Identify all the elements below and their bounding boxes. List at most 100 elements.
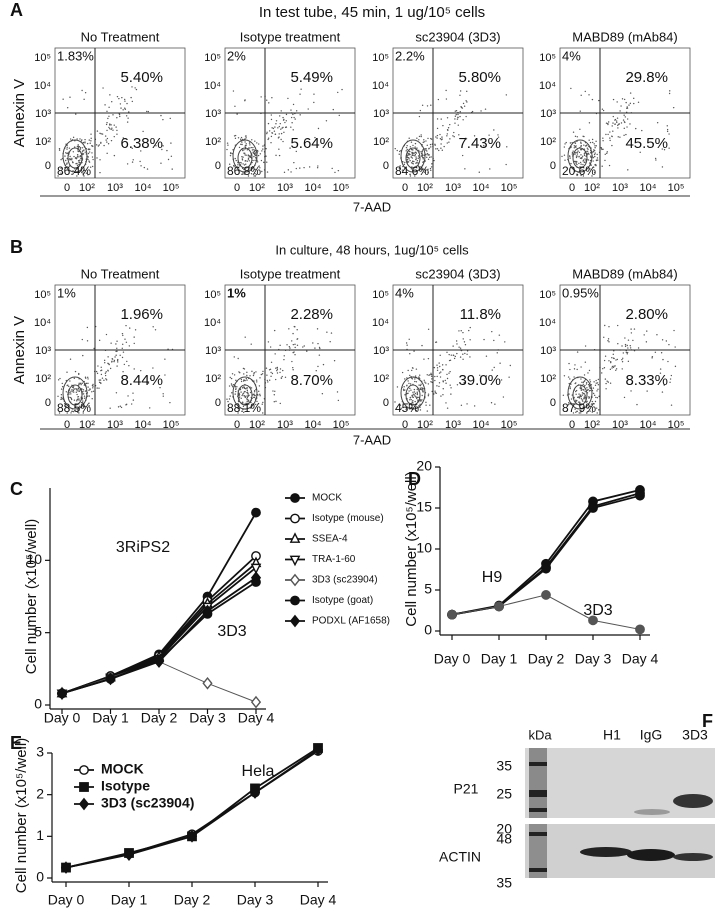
event-dot (431, 378, 433, 380)
event-dot (253, 394, 256, 397)
event-dot (421, 399, 423, 401)
event-dot (625, 351, 628, 354)
event-dot (317, 379, 320, 381)
quadrant-percent: 5.40% (120, 69, 163, 86)
event-dot (237, 164, 239, 166)
event-dot (405, 150, 407, 152)
event-dot (414, 154, 417, 156)
event-dot (458, 134, 460, 136)
event-dot (439, 137, 442, 140)
event-dot (285, 120, 287, 122)
marker (105, 672, 116, 686)
event-dot (497, 134, 499, 136)
event-dot (76, 155, 79, 158)
plot-title: sc23904 (3D3) (415, 266, 500, 281)
event-dot (450, 393, 452, 395)
y-tick-label: 10³ (373, 345, 389, 357)
event-dot (406, 160, 409, 163)
event-dot (445, 382, 447, 384)
event-dot (459, 94, 461, 96)
event-dot (578, 155, 580, 158)
event-dot (609, 139, 611, 142)
event-dot (132, 159, 134, 161)
x-tick-label: 10² (417, 182, 433, 194)
event-dot (624, 343, 627, 346)
event-dot (643, 334, 645, 336)
event-dot (87, 174, 89, 176)
event-dot (266, 379, 269, 382)
event-dot (421, 344, 423, 347)
x-tick-label: 0 (569, 419, 575, 431)
event-dot (651, 357, 653, 359)
event-dot (434, 379, 436, 382)
event-dot (594, 400, 597, 403)
event-dot (235, 388, 237, 391)
y-tick-label: 5 (424, 581, 432, 597)
event-dot (573, 145, 576, 147)
event-dot (95, 144, 98, 146)
event-dot (292, 332, 294, 335)
event-dot (232, 384, 235, 386)
protein-band (627, 849, 675, 861)
protein-band (673, 853, 713, 861)
event-dot (68, 393, 70, 395)
event-dot (88, 389, 90, 392)
event-dot (71, 389, 73, 391)
event-dot (409, 383, 412, 385)
event-dot (255, 371, 257, 373)
event-dot (236, 386, 238, 388)
event-dot (234, 393, 236, 395)
event-dot (243, 411, 245, 414)
y-tick-label: 0 (34, 696, 42, 712)
event-dot (488, 134, 490, 136)
event-dot (69, 380, 71, 382)
event-dot (625, 133, 627, 136)
event-dot (580, 154, 582, 156)
quadrant-percent: 1% (227, 285, 246, 300)
event-dot (246, 379, 248, 381)
event-dot (446, 117, 449, 119)
event-dot (661, 391, 664, 393)
event-dot (585, 401, 588, 403)
event-dot (434, 390, 436, 392)
annotation: Hela (242, 763, 275, 780)
x-tick-label: Day 4 (300, 892, 337, 908)
event-dot (277, 137, 280, 139)
event-dot (617, 324, 619, 327)
event-dot (232, 90, 235, 92)
event-dot (80, 157, 82, 160)
event-dot (493, 339, 495, 342)
event-dot (106, 110, 108, 113)
event-dot (621, 368, 623, 370)
event-dot (587, 406, 589, 409)
event-dot (661, 166, 664, 168)
size-marker: 20 (496, 821, 512, 837)
event-dot (83, 98, 85, 101)
event-dot (418, 376, 420, 378)
event-dot (267, 137, 270, 139)
y-tick-label: 10 (416, 540, 432, 556)
y-tick-label: 10⁴ (204, 80, 221, 92)
marker (202, 604, 213, 618)
event-dot (247, 175, 250, 177)
event-dot (257, 150, 259, 152)
event-dot (80, 401, 83, 404)
event-dot (590, 405, 592, 408)
event-dot (421, 394, 423, 397)
event-dot (110, 342, 112, 344)
event-dot (594, 384, 597, 387)
event-dot (249, 156, 252, 158)
event-dot (440, 395, 442, 397)
event-dot (341, 88, 343, 91)
event-dot (439, 354, 441, 357)
event-dot (78, 145, 81, 148)
event-dot (574, 135, 577, 138)
event-dot (505, 163, 507, 166)
event-dot (466, 403, 468, 405)
event-dot (573, 160, 576, 163)
event-dot (270, 361, 273, 363)
event-dot (434, 375, 436, 378)
event-dot (578, 151, 581, 154)
event-dot (246, 395, 248, 397)
event-dot (584, 390, 586, 393)
